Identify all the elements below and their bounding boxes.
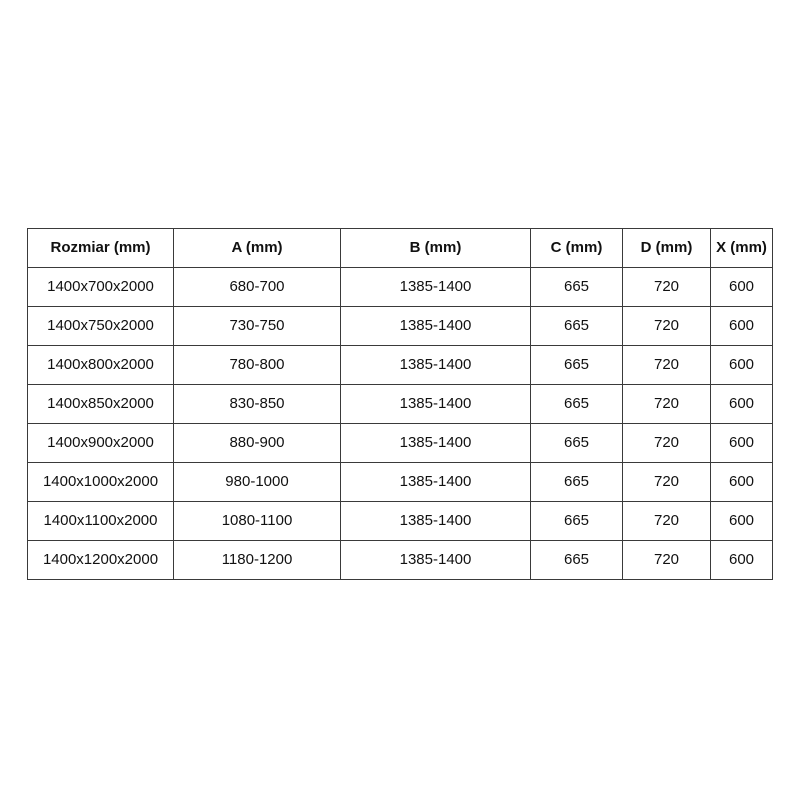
cell-b: 1385-1400 xyxy=(340,384,531,424)
cell-d: 720 xyxy=(622,267,711,307)
cell-c: 665 xyxy=(530,540,623,580)
cell-d: 720 xyxy=(622,501,711,541)
cell-d: 720 xyxy=(622,306,711,346)
cell-b: 1385-1400 xyxy=(340,423,531,463)
table-row: 1400x1100x2000 1080-1100 1385-1400 665 720 60… xyxy=(27,501,773,541)
cell-a: 880-900 xyxy=(173,423,341,463)
cell-c: 665 xyxy=(530,462,623,502)
specification-table-container: Rozmiar (mm) A (mm) B (mm) C (mm) D (mm)… xyxy=(27,228,773,580)
cell-x: 600 xyxy=(710,423,773,463)
column-header-b: B (mm) xyxy=(340,228,531,268)
cell-c: 665 xyxy=(530,423,623,463)
cell-size: 1400x700x2000 xyxy=(27,267,174,307)
cell-c: 665 xyxy=(530,306,623,346)
table-row: 1400x850x2000 830-850 1385-1400 665 720 600 xyxy=(27,384,773,424)
cell-a: 830-850 xyxy=(173,384,341,424)
table-header: Rozmiar (mm) A (mm) B (mm) C (mm) D (mm)… xyxy=(27,228,773,268)
cell-size: 1400x1200x2000 xyxy=(27,540,174,580)
cell-size: 1400x1100x2000 xyxy=(27,501,174,541)
cell-d: 720 xyxy=(622,423,711,463)
cell-x: 600 xyxy=(710,267,773,307)
cell-d: 720 xyxy=(622,540,711,580)
table-body: 1400x700x2000 680-700 1385-1400 665 720 600 14… xyxy=(27,267,773,580)
cell-size: 1400x1000x2000 xyxy=(27,462,174,502)
cell-b: 1385-1400 xyxy=(340,306,531,346)
cell-size: 1400x800x2000 xyxy=(27,345,174,385)
cell-a: 780-800 xyxy=(173,345,341,385)
table-row: 1400x750x2000 730-750 1385-1400 665 720 600 xyxy=(27,306,773,346)
cell-size: 1400x750x2000 xyxy=(27,306,174,346)
cell-x: 600 xyxy=(710,384,773,424)
cell-c: 665 xyxy=(530,267,623,307)
cell-size: 1400x850x2000 xyxy=(27,384,174,424)
table-row: 1400x1200x2000 1180-1200 1385-1400 665 720 60… xyxy=(27,540,773,580)
table-row: 1400x700x2000 680-700 1385-1400 665 720 600 xyxy=(27,267,773,307)
table-row: 1400x900x2000 880-900 1385-1400 665 720 600 xyxy=(27,423,773,463)
cell-b: 1385-1400 xyxy=(340,345,531,385)
cell-x: 600 xyxy=(710,540,773,580)
table-row: 1400x800x2000 780-800 1385-1400 665 720 600 xyxy=(27,345,773,385)
table-header-row: Rozmiar (mm) A (mm) B (mm) C (mm) D (mm)… xyxy=(27,228,773,268)
cell-d: 720 xyxy=(622,345,711,385)
cell-c: 665 xyxy=(530,384,623,424)
column-header-d: D (mm) xyxy=(622,228,711,268)
column-header-a: A (mm) xyxy=(173,228,341,268)
cell-x: 600 xyxy=(710,306,773,346)
cell-x: 600 xyxy=(710,462,773,502)
cell-a: 680-700 xyxy=(173,267,341,307)
cell-b: 1385-1400 xyxy=(340,540,531,580)
column-header-c: C (mm) xyxy=(530,228,623,268)
cell-d: 720 xyxy=(622,384,711,424)
cell-x: 600 xyxy=(710,501,773,541)
cell-a: 730-750 xyxy=(173,306,341,346)
cell-c: 665 xyxy=(530,501,623,541)
cell-a: 1080-1100 xyxy=(173,501,341,541)
column-header-size: Rozmiar (mm) xyxy=(27,228,174,268)
column-header-x: X (mm) xyxy=(710,228,773,268)
dimensions-table: Rozmiar (mm) A (mm) B (mm) C (mm) D (mm)… xyxy=(27,228,773,580)
cell-b: 1385-1400 xyxy=(340,267,531,307)
cell-a: 980-1000 xyxy=(173,462,341,502)
cell-b: 1385-1400 xyxy=(340,462,531,502)
cell-c: 665 xyxy=(530,345,623,385)
table-row: 1400x1000x2000 980-1000 1385-1400 665 720 600 xyxy=(27,462,773,502)
cell-x: 600 xyxy=(710,345,773,385)
cell-d: 720 xyxy=(622,462,711,502)
cell-size: 1400x900x2000 xyxy=(27,423,174,463)
cell-b: 1385-1400 xyxy=(340,501,531,541)
cell-a: 1180-1200 xyxy=(173,540,341,580)
